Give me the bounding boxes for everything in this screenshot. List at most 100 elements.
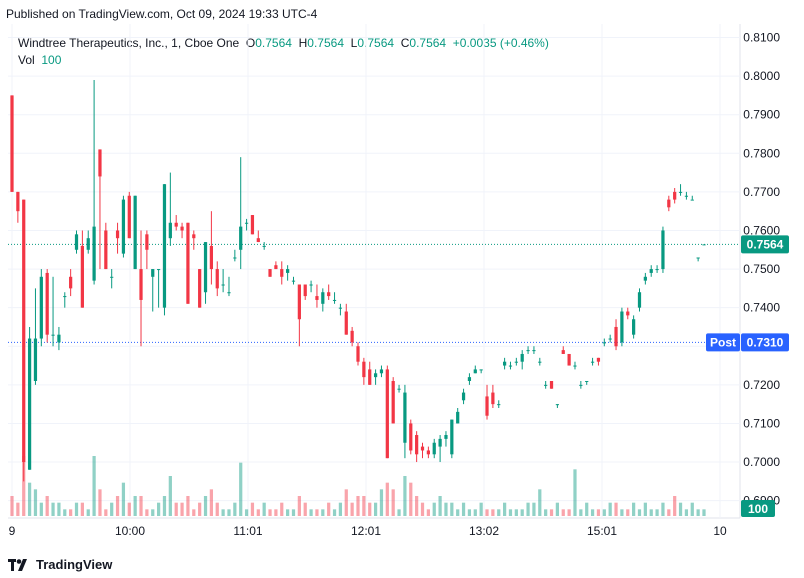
candle-body	[579, 384, 583, 386]
candle-body	[104, 230, 108, 270]
volume-bar	[373, 502, 378, 516]
candle-body	[162, 184, 167, 308]
volume-bar	[57, 502, 61, 516]
volume-bar	[420, 502, 425, 516]
volume-bar	[409, 482, 413, 516]
volume-bar	[156, 502, 161, 516]
volume-bar	[291, 509, 296, 516]
candle-body	[608, 338, 612, 340]
candle-body	[192, 234, 196, 239]
volume-bar	[497, 509, 501, 516]
candle-body	[690, 199, 694, 201]
candle-body	[10, 95, 14, 192]
volume-bar	[192, 509, 196, 516]
price-labels: 0.7564 0.7310 Post 100	[706, 235, 789, 517]
candle-body	[373, 373, 378, 378]
candle-body	[227, 292, 231, 294]
time-axis-ticks: 9 10:00 11:01 12:01 13:02 15:01 10	[9, 524, 727, 538]
candle-body	[203, 242, 208, 293]
volume-bar	[162, 496, 167, 516]
candle-body	[180, 226, 184, 231]
candle-body	[309, 284, 313, 286]
candle-body	[356, 346, 360, 362]
volume-bar	[561, 509, 565, 516]
candle-body	[379, 369, 384, 374]
volume-bar	[92, 456, 96, 516]
candle-body	[538, 361, 542, 363]
candle-body	[98, 149, 102, 177]
volume-bar	[151, 509, 155, 516]
candle-body	[63, 296, 67, 298]
legend-low-value: 0.7564	[357, 36, 395, 50]
volume-bar	[174, 502, 178, 516]
candle-body	[655, 269, 659, 271]
candle-body	[661, 230, 665, 270]
volume-bar	[145, 509, 149, 516]
chart-grid	[8, 24, 740, 518]
candle-body	[33, 338, 38, 381]
volume-bar	[262, 502, 266, 516]
candle-body	[643, 276, 647, 281]
volume-bar	[485, 509, 489, 516]
volume-bar	[27, 482, 32, 516]
candle-body	[110, 276, 114, 278]
candle-body	[139, 269, 143, 300]
volume-bar	[168, 476, 172, 516]
candle-body	[426, 450, 430, 455]
volume-bar	[51, 502, 55, 516]
candle-body	[678, 191, 683, 193]
candle-body	[696, 257, 700, 259]
volume-bar	[473, 509, 477, 516]
price-tick-label: 0.7600	[743, 223, 780, 237]
volume-bar	[585, 502, 589, 516]
volume-bar	[33, 489, 38, 516]
price-label-value: 0.7564	[747, 237, 784, 251]
volume-label-box	[741, 500, 775, 517]
legend-low-label: L	[350, 36, 358, 50]
volume-bar	[596, 509, 601, 516]
candle-body	[508, 365, 513, 367]
candle-body	[561, 350, 565, 354]
chart-legend: Windtree Therapeutics, Inc., 1, Cboe One…	[18, 35, 549, 69]
candle-body	[415, 435, 419, 455]
candle-body	[649, 269, 653, 273]
volume-bar	[338, 502, 343, 516]
volume-bar	[549, 509, 554, 516]
volume-bar	[637, 509, 642, 516]
candle-body	[702, 244, 706, 246]
price-tick-label: 0.7000	[743, 455, 780, 469]
volume-bar	[250, 502, 255, 516]
candle-body	[614, 326, 618, 347]
volume-bar	[432, 502, 436, 516]
candle-body	[221, 284, 225, 286]
tradingview-footer[interactable]: TradingView	[8, 557, 112, 572]
volume-bar	[104, 509, 108, 516]
volume-bar	[426, 509, 430, 516]
candle-body	[532, 350, 536, 352]
candle-body	[256, 238, 260, 243]
legend-volume-label[interactable]: Vol	[18, 53, 35, 67]
candle-body	[332, 299, 337, 301]
candle-body	[186, 222, 190, 304]
candle-body	[121, 199, 126, 254]
candle-body	[86, 238, 90, 250]
volume-bar	[520, 509, 524, 516]
legend-close-value: 0.7564	[409, 36, 447, 50]
candle-body	[637, 292, 642, 308]
volume-bar	[438, 496, 442, 516]
legend-symbol[interactable]: Windtree Therapeutics, Inc., 1, Cboe One	[18, 36, 240, 50]
volume-bar	[80, 502, 84, 516]
volume-bar	[10, 496, 14, 516]
volume-bar	[297, 496, 301, 516]
volume-bar	[198, 502, 202, 516]
candle-body	[497, 404, 501, 406]
legend-ohlc-row: Windtree Therapeutics, Inc., 1, Cboe One…	[18, 35, 549, 52]
candle-body	[479, 369, 483, 371]
time-tick-label: 9	[9, 524, 16, 538]
legend-high-value: 0.7564	[307, 36, 344, 50]
volume-bars	[10, 456, 706, 516]
volume-bar	[203, 496, 208, 516]
price-label-box	[741, 333, 789, 352]
candle-body	[432, 442, 436, 455]
